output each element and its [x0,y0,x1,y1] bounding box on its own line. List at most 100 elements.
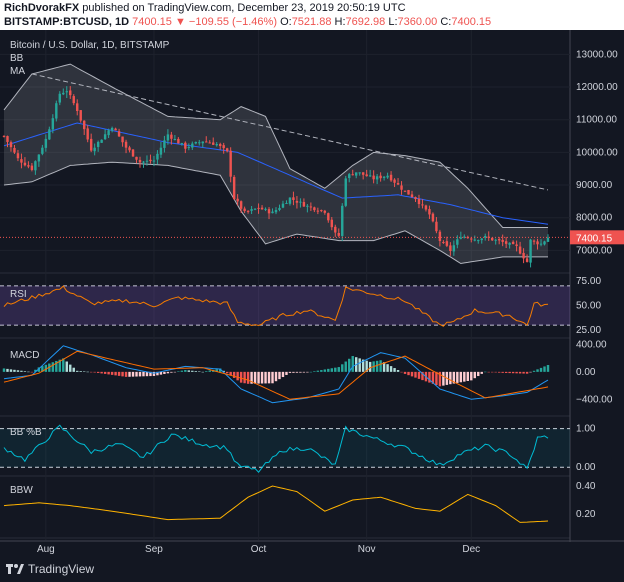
candle [543,241,546,245]
macd-histogram-bar [114,371,117,376]
candle [72,96,75,104]
macd-histogram-bar [393,368,396,372]
macd-histogram-bar [341,364,344,372]
candle [532,240,536,242]
candle [48,129,51,140]
publish-header: RichDvorakFX published on TradingView.co… [0,0,624,30]
chart-area[interactable]: Aug Sep Oct Nov Dec 13000.00 12000.00 11000.00 1… [0,30,624,558]
macd-tick-label: 400.00 [576,339,607,350]
pane-label-bbpct[interactable]: BB %B [10,427,42,438]
macd-histogram-bar [9,369,13,372]
macd-histogram-bar [166,371,170,374]
macd-histogram-bar [260,371,264,384]
macd-histogram-bar [110,371,114,375]
macd-histogram-bar [396,370,400,372]
close-label: C: [440,16,452,28]
candle [484,235,487,238]
candle [201,141,204,144]
candle [187,146,191,148]
rsi-tick-label: 50.00 [576,301,601,312]
footer-brand[interactable]: TradingView [28,562,95,576]
candle [93,147,96,152]
macd-histogram-bar [44,364,48,372]
bbw-tick-label: 0.40 [576,481,596,492]
macd-histogram-bar [170,371,173,373]
macd-histogram-bar [504,371,508,373]
candle [323,210,327,213]
candle [546,237,550,242]
candle [396,182,400,185]
macd-histogram-bar [13,369,16,372]
macd-histogram-bar [278,371,281,380]
candle [152,160,156,162]
macd-histogram-bar [55,360,58,372]
candle [518,246,522,254]
macd-histogram-bar [142,371,145,377]
macd-histogram-bar [89,371,93,373]
candle [501,239,504,242]
bbpct-tick-label: 0.00 [576,462,596,473]
x-tick-label: Oct [251,544,267,555]
macd-histogram-bar [525,371,529,374]
footer: TradingView [6,562,94,576]
candle [316,210,320,212]
candle [414,197,417,200]
candle [41,147,44,154]
author-name[interactable]: RichDvorakFX [4,2,80,14]
candle [536,241,539,245]
candle [65,91,68,93]
price-tick-label: 10000.00 [576,147,618,158]
candle [281,203,285,208]
bollinger-band-fill [4,64,548,264]
candle [243,208,246,212]
macd-histogram-bar [208,370,211,372]
macd-histogram-bar [82,371,86,372]
open-value: 7521.88 [291,16,332,28]
pane-label-bbw[interactable]: BBW [10,485,33,496]
candle [30,165,34,170]
candle [215,144,218,146]
candle [334,226,337,233]
candle [393,179,396,183]
macd-histogram-bar [30,371,34,373]
candle [229,150,232,177]
candle [44,138,48,148]
macd-histogram-bar [103,371,107,374]
macd-histogram-bar [497,371,501,373]
candle [79,110,82,121]
legend-ma[interactable]: MA [10,66,25,77]
candle [389,174,393,181]
pane-label-rsi[interactable]: RSI [10,289,27,300]
macd-histogram-bar [299,371,302,373]
macd-line [3,345,549,404]
macd-histogram-bar [316,370,320,372]
bbw-line [3,485,549,523]
macd-histogram-bar [327,368,330,372]
candle [135,156,138,160]
candle [239,201,243,209]
candle [456,239,459,245]
price-tick-label: 8000.00 [576,213,613,224]
legend-bb[interactable]: BB [10,53,24,64]
candle [299,201,302,203]
candle [124,141,128,148]
macd-histogram-bar [543,366,546,372]
candle [494,239,497,241]
candle [351,174,354,176]
macd-histogram-bar [407,371,410,376]
trendline[interactable] [31,73,549,191]
candle [184,142,187,149]
candle [487,236,490,238]
price-tick-label: 7000.00 [576,245,613,256]
x-tick-label: Sep [145,544,163,555]
macd-histogram-bar [389,366,393,372]
candle [58,93,62,103]
pane-label-macd[interactable]: MACD [10,350,39,361]
high-label: H: [334,16,346,28]
rsi-tick-label: 25.00 [576,325,601,336]
candle [470,238,473,240]
macd-histogram-bar [163,371,166,374]
candle [428,209,431,215]
x-tick-label: Aug [37,544,55,555]
macd-histogram-bar [222,370,225,372]
